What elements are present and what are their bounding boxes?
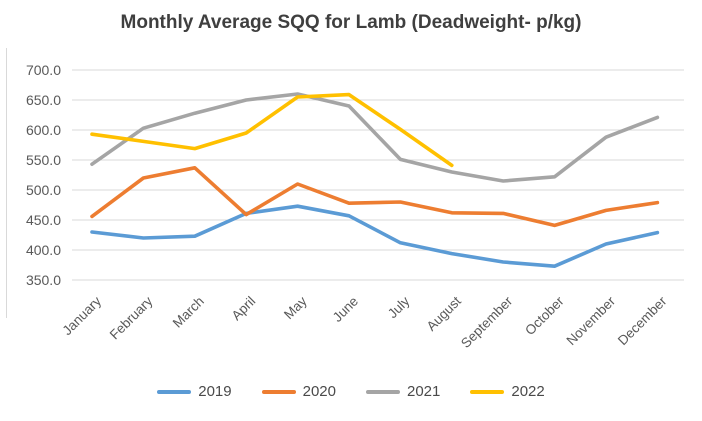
legend-label: 2022	[511, 383, 545, 400]
y-tick-label: 350.0	[26, 272, 61, 288]
plot-area: 700.0 650.0 600.0 550.0 500.0 450.0 400.0 350.0…	[6, 48, 684, 351]
legend-label: 2021	[407, 383, 441, 400]
legend-label: 2019	[198, 383, 232, 400]
legend-item-2019: 2019	[157, 383, 232, 400]
y-tick-label: 450.0	[26, 212, 61, 228]
legend-swatch-2019	[157, 389, 192, 394]
y-tick-label: 500.0	[26, 182, 61, 198]
series-line-2020	[90, 166, 660, 228]
legend-item-2021: 2021	[366, 383, 440, 400]
x-tick-label: May	[281, 293, 310, 322]
x-tick-label: March	[170, 294, 207, 331]
y-tick-label: 650.0	[26, 92, 61, 108]
legend-item-2022: 2022	[470, 383, 545, 400]
legend-swatch-2020	[261, 389, 296, 394]
x-tick-label: January	[60, 293, 105, 338]
x-tick-label: December	[615, 293, 670, 348]
series-line-2022	[90, 92, 454, 168]
legend-swatch-2021	[366, 389, 400, 394]
y-tick-label: 550.0	[26, 152, 61, 168]
legend-label: 2020	[302, 383, 336, 400]
x-tick-label: April	[229, 294, 259, 324]
x-tick-label: September	[458, 293, 516, 351]
series-line-2019	[90, 204, 660, 269]
legend-item-2020: 2020	[261, 383, 336, 400]
y-tick-label: 600.0	[26, 122, 61, 138]
x-tick-label: July	[385, 293, 413, 321]
x-tick-label: November	[563, 293, 618, 348]
x-tick-label: August	[424, 293, 465, 334]
x-tick-label: October	[522, 293, 567, 338]
x-tick-label: February	[107, 293, 156, 342]
chart-title: Monthly Average SQQ for Lamb (Deadweight…	[120, 12, 582, 33]
legend-swatch-2022	[470, 389, 505, 394]
y-tick-label: 400.0	[26, 242, 61, 258]
legend: 2019 2020 2021 2022	[0, 383, 702, 400]
y-tick-label: 700.0	[26, 62, 61, 78]
x-tick-label: June	[330, 294, 361, 325]
series-line-2021	[90, 92, 660, 183]
